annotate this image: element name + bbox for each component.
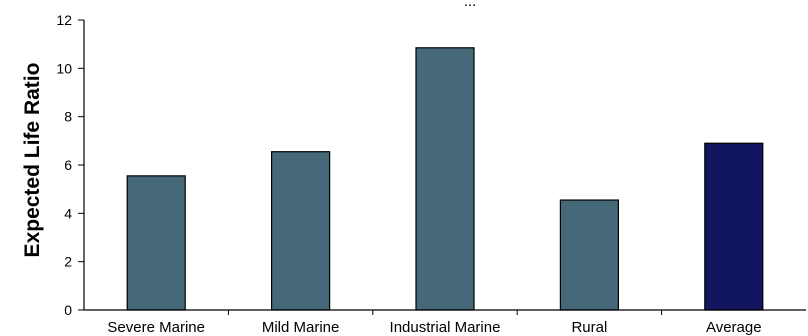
- y-tick-label: 0: [64, 302, 72, 318]
- x-axis-labels: Severe Marine Mild Marine Industrial Marin…: [107, 319, 761, 336]
- bar-average: [705, 143, 763, 310]
- x-category-label: Average: [706, 319, 762, 336]
- y-tick-label: 2: [64, 254, 72, 270]
- bar-severe-marine: [127, 176, 185, 310]
- x-category-label: Industrial Marine: [390, 319, 501, 336]
- y-tick-label: 10: [56, 60, 72, 76]
- top-clipped-text: ...: [464, 0, 477, 10]
- y-tick-label: 8: [64, 109, 72, 125]
- y-tick-label: 6: [64, 157, 72, 173]
- y-axis-ticks: 0 2 4 6 8 10 12: [56, 12, 84, 318]
- x-category-label: Rural: [571, 319, 607, 336]
- bar-rural: [560, 200, 618, 310]
- bars: [127, 48, 763, 310]
- bar-mild-marine: [272, 152, 330, 310]
- x-category-label: Severe Marine: [107, 319, 205, 336]
- top-text: ...: [464, 0, 477, 10]
- y-axis-title: Expected Life Ratio: [21, 63, 44, 258]
- y-tick-label: 4: [64, 205, 72, 221]
- bar-industrial-marine: [416, 48, 474, 310]
- y-tick-label: 12: [56, 12, 72, 28]
- x-category-label: Mild Marine: [262, 319, 340, 336]
